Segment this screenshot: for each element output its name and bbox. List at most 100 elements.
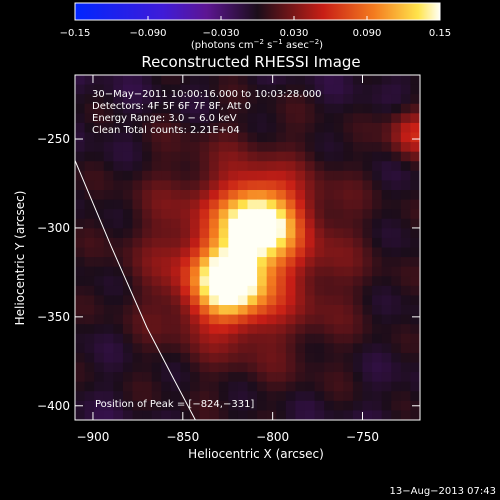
heatmap-cell bbox=[352, 343, 364, 354]
heatmap-cell bbox=[170, 151, 182, 162]
heatmap-cell bbox=[266, 333, 277, 344]
heatmap-cell bbox=[228, 257, 239, 268]
heatmap-cell bbox=[209, 84, 220, 95]
heatmap-cell bbox=[410, 180, 420, 191]
heatmap-cell bbox=[400, 190, 412, 201]
heatmap-cell bbox=[151, 94, 162, 105]
heatmap-cell bbox=[170, 400, 182, 412]
heatmap-cell bbox=[142, 237, 153, 249]
heatmap-cell bbox=[170, 266, 182, 277]
heatmap-cell bbox=[228, 84, 239, 95]
heatmap-cell bbox=[75, 237, 86, 249]
heatmap-cell bbox=[161, 84, 172, 95]
heatmap-cell bbox=[391, 295, 402, 306]
heatmap-cell bbox=[400, 410, 412, 420]
heatmap-cell bbox=[180, 257, 191, 268]
heatmap-cell bbox=[266, 209, 277, 220]
heatmap-cell bbox=[103, 199, 114, 210]
heatmap-cell bbox=[122, 218, 134, 229]
heatmap-cell bbox=[122, 199, 134, 210]
heatmap-cell bbox=[295, 352, 306, 364]
heatmap-cell bbox=[352, 333, 364, 344]
heatmap-cell bbox=[314, 324, 325, 335]
colorbar: −0.15 −0.090 −0.030 0.030 0.090 0.15 (photons… bbox=[60, 2, 451, 51]
heatmap-cell bbox=[132, 352, 143, 364]
heatmap-cell bbox=[237, 391, 249, 402]
heatmap-cell bbox=[400, 209, 412, 220]
heatmap-cell bbox=[180, 84, 191, 95]
heatmap-cell bbox=[400, 237, 412, 249]
heatmap-cell bbox=[295, 372, 306, 383]
heatmap-cell bbox=[199, 372, 210, 383]
heatmap-cell bbox=[122, 180, 134, 191]
heatmap-cell bbox=[122, 410, 134, 420]
heatmap-cell bbox=[285, 257, 297, 268]
heatmap-cell bbox=[199, 285, 210, 297]
heatmap-cell bbox=[372, 352, 383, 364]
heatmap-cell bbox=[400, 257, 412, 268]
heatmap-cell bbox=[257, 103, 268, 114]
heatmap-cell bbox=[276, 257, 287, 268]
heatmap-cell bbox=[343, 391, 354, 402]
x-tick-label: −750 bbox=[346, 430, 379, 444]
heatmap-cell bbox=[170, 199, 182, 210]
heatmap-cell bbox=[84, 343, 95, 354]
heatmap-cell bbox=[142, 257, 153, 268]
heatmap-cell bbox=[257, 381, 268, 392]
heatmap-cell bbox=[343, 94, 354, 105]
heatmap-cell bbox=[391, 170, 402, 182]
heatmap-cell bbox=[199, 266, 210, 277]
heatmap-cell bbox=[391, 257, 402, 268]
heatmap-cell bbox=[285, 295, 297, 306]
heatmap-cell bbox=[228, 285, 239, 297]
heatmap-cell bbox=[228, 276, 239, 287]
heatmap-cell bbox=[305, 305, 316, 316]
heatmap-cell bbox=[391, 400, 402, 412]
heatmap-cell bbox=[142, 180, 153, 191]
heatmap-cell bbox=[113, 180, 124, 191]
heatmap-cell bbox=[84, 113, 95, 124]
heatmap-cell bbox=[400, 161, 412, 172]
heatmap-cell bbox=[410, 142, 420, 153]
heatmap-cell bbox=[190, 161, 201, 172]
heatmap-cell bbox=[295, 132, 306, 143]
heatmap-cell bbox=[218, 209, 229, 220]
heatmap-cell bbox=[113, 218, 124, 229]
heatmap-cell bbox=[333, 305, 344, 316]
heatmap-cell bbox=[391, 161, 402, 172]
heatmap-cell bbox=[391, 333, 402, 344]
heatmap-cell bbox=[209, 151, 220, 162]
heatmap-cell bbox=[362, 103, 373, 114]
heatmap-cell bbox=[257, 257, 268, 268]
heatmap-cell bbox=[190, 314, 201, 325]
heatmap-cell bbox=[391, 314, 402, 325]
heatmap-cell bbox=[324, 324, 335, 335]
heatmap-cell bbox=[142, 103, 153, 114]
heatmap-cell bbox=[75, 333, 86, 344]
heatmap-cell bbox=[113, 75, 124, 86]
heatmap-cell bbox=[161, 209, 172, 220]
heatmap-cell bbox=[400, 314, 412, 325]
heatmap-cell bbox=[352, 381, 364, 392]
heatmap-cell bbox=[257, 305, 268, 316]
heatmap-cell bbox=[103, 103, 114, 114]
heatmap-cell bbox=[285, 228, 297, 239]
heatmap-cell bbox=[285, 75, 297, 86]
heatmap-cell bbox=[190, 218, 201, 229]
heatmap-cell bbox=[161, 218, 172, 229]
heatmap-cell bbox=[180, 324, 191, 335]
heatmap-cell bbox=[352, 132, 364, 143]
heatmap-cell bbox=[247, 209, 258, 220]
heatmap-cell bbox=[343, 295, 354, 306]
heatmap-cell bbox=[257, 142, 268, 153]
heatmap-cell bbox=[410, 276, 420, 287]
heatmap-cell bbox=[84, 180, 95, 191]
heatmap-cell bbox=[199, 84, 210, 95]
heatmap-cell bbox=[247, 142, 258, 153]
heatmap-cell bbox=[151, 381, 162, 392]
heatmap-cell bbox=[276, 314, 287, 325]
heatmap-cell bbox=[122, 94, 134, 105]
heatmap-cell bbox=[372, 285, 383, 297]
heatmap-cell bbox=[218, 228, 229, 239]
heatmap-cell bbox=[199, 218, 210, 229]
